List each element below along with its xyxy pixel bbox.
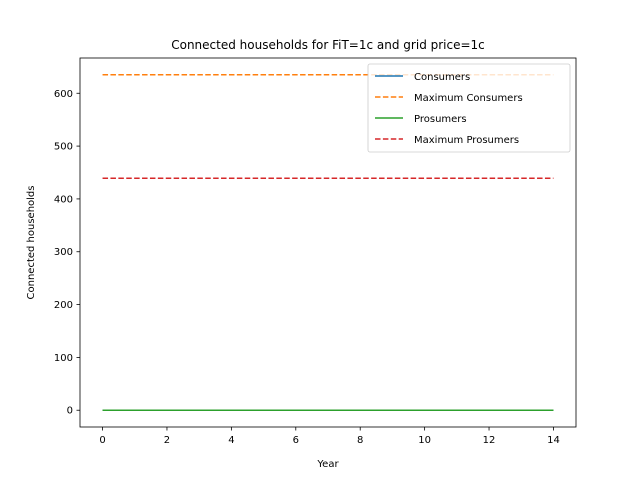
legend: Consumers Maximum Consumers Prosumers Maxim… <box>367 63 571 153</box>
y-tick-label: 500 <box>54 142 73 153</box>
y-axis-label: Connected households <box>26 186 37 300</box>
tick-group: 0 2 4 6 8 10 12 14 0 100 200 300 400 500 600 <box>54 89 560 446</box>
plot-area-frame <box>79 57 577 428</box>
x-axis-label: Year <box>316 459 339 470</box>
legend-box <box>367 63 571 153</box>
x-tick-label: 6 <box>293 435 299 446</box>
x-tick-label: 14 <box>547 435 560 446</box>
y-tick-label: 200 <box>54 300 73 311</box>
legend-label: Maximum Prosumers <box>414 135 519 146</box>
legend-label: Maximum Consumers <box>414 93 523 104</box>
y-tick-label: 0 <box>67 406 73 417</box>
x-tick-label: 4 <box>228 435 234 446</box>
y-tick-label: 400 <box>54 194 73 205</box>
y-tick-label: 100 <box>54 353 73 364</box>
x-tick-label: 2 <box>164 435 170 446</box>
x-tick-label: 10 <box>418 435 431 446</box>
chart-title: Connected households for FiT=1c and grid… <box>171 38 485 52</box>
legend-label: Consumers <box>414 72 470 83</box>
y-tick-label: 600 <box>54 89 73 100</box>
x-tick-label: 12 <box>483 435 496 446</box>
x-tick-label: 0 <box>99 435 105 446</box>
x-tick-label: 8 <box>357 435 363 446</box>
y-tick-label: 300 <box>54 247 73 258</box>
legend-label: Prosumers <box>414 114 467 125</box>
